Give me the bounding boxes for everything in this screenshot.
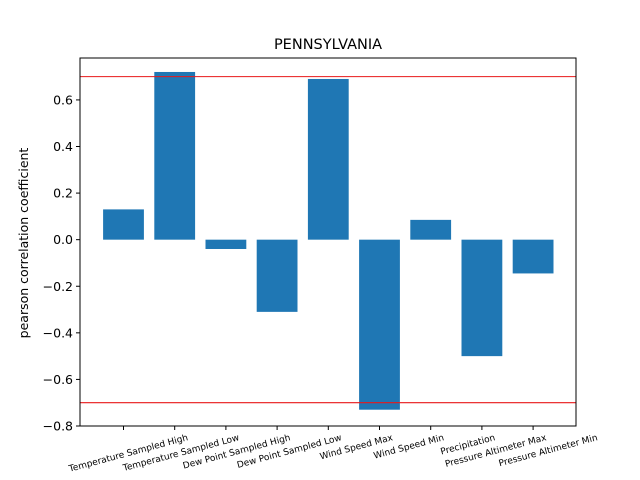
bar-7	[410, 219, 452, 240]
y-tick-label: 0.6	[53, 92, 73, 107]
bar-9	[512, 239, 554, 274]
bar-3	[205, 239, 247, 249]
bar-6	[359, 239, 400, 410]
bar-8	[461, 239, 503, 357]
y-tick-label: −0.6	[43, 372, 73, 387]
chart-title: PENNSYLVANIA	[274, 37, 382, 53]
y-tick-label: −0.2	[43, 279, 73, 294]
bar-5	[307, 78, 349, 240]
bar-4	[256, 239, 298, 312]
y-tick-label: −0.4	[43, 325, 73, 340]
bar-1	[103, 209, 144, 240]
y-tick-label: 0.2	[53, 186, 73, 201]
y-tick-label: −0.8	[43, 419, 73, 434]
bar-2	[154, 71, 196, 240]
y-tick-label: 0.4	[53, 139, 73, 154]
y-axis-label: pearson correlation coefficient	[16, 148, 31, 339]
y-tick-label: 0.0	[53, 232, 73, 247]
